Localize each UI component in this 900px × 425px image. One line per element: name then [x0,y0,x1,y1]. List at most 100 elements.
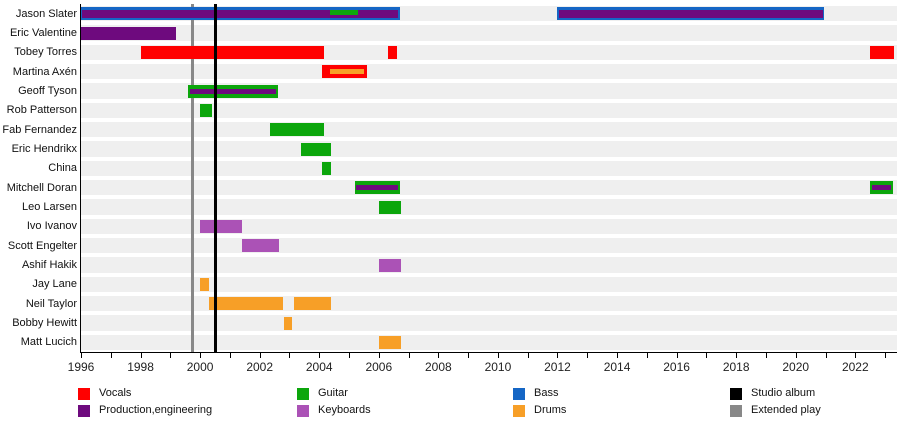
membership-bar-keyboards [200,219,242,233]
x-tick [736,353,738,358]
legend-label-extended_play: Extended play [751,404,821,416]
event-line-studio-album [213,4,217,352]
bar-segment-drums [329,69,364,75]
row-stripe [81,315,897,331]
membership-bar-guitar [354,181,400,195]
x-tick-label: 2004 [305,360,333,374]
x-tick [527,353,529,358]
x-tick [765,353,767,358]
member-name: Martina Axén [12,65,77,78]
member-name: Matt Lucich [20,336,77,349]
membership-bar-vocals [870,45,894,59]
x-tick [468,353,470,358]
membership-bar-guitar [870,181,893,195]
x-tick-label: 2008 [425,360,452,374]
x-tick [140,353,142,358]
row-stripe [81,296,897,312]
bar-segment-guitar [329,10,358,15]
member-name: Mitchell Doran [6,181,77,194]
membership-bar-guitar [378,200,402,214]
legend-swatch-keyboards [297,405,309,417]
legend-label-bass: Bass [534,387,559,399]
membership-bar-keyboards [241,239,280,253]
member-name: Eric Hendrikx [11,143,77,155]
row-stripe [81,334,897,350]
x-tick [795,353,797,358]
membership-bar-guitar [188,84,278,98]
membership-bar-bass [81,7,400,21]
bar-segment-production [356,185,399,191]
row-stripe [81,257,897,273]
x-tick [706,353,708,358]
membership-bar-vocals [387,45,397,59]
row-stripe [81,64,897,80]
x-tick-label: 2010 [484,360,512,374]
legend-label-guitar: Guitar [318,387,348,399]
legend-swatch-drums [513,405,525,417]
row-stripe [81,276,897,292]
legend-swatch-bass [513,388,525,400]
x-tick [81,353,82,358]
bar-segment-production [558,9,823,18]
x-tick-label: 2000 [186,360,214,374]
member-name: Scott Engelter [7,239,77,252]
legend-label-drums: Drums [534,404,567,416]
x-tick [259,353,261,358]
member-name: Leo Larsen [21,201,77,213]
bar-segment-production [82,9,399,18]
x-tick [200,353,202,358]
x-tick-label: 2002 [246,360,274,374]
row-stripe [81,160,897,176]
legend-label-vocals: Vocals [99,387,132,399]
legend-label-keyboards: Keyboards [318,404,371,416]
membership-bar-vocals [140,45,324,59]
x-tick [617,353,619,358]
membership-bar-drums [293,297,332,311]
legend-swatch-vocals [78,388,90,400]
member-name: Jay Lane [32,278,77,291]
x-tick-label: 2018 [722,360,750,374]
row-stripe [81,122,897,138]
membership-bar-guitar [200,103,213,117]
membership-bar-drums [200,277,210,291]
x-tick [676,353,678,358]
x-tick-label: 1998 [127,360,154,374]
y-axis-line [80,4,81,352]
row-stripe [81,180,897,196]
row-stripe [81,83,897,99]
legend-swatch-production [78,405,90,417]
row-stripe [81,238,897,254]
row-stripe [81,141,897,157]
member-name: Tobey Torres [14,46,77,59]
member-name: Geoff Tyson [18,85,77,97]
member-name: China [48,162,77,175]
member-name: Eric Valentine [9,27,77,39]
membership-bar-guitar [301,142,332,156]
membership-bar-guitar [322,161,332,175]
member-name: Ivo Ivanov [26,220,77,233]
membership-bar-drums [209,297,284,311]
legend-swatch-studio_album [730,388,742,400]
membership-bar-production [81,26,177,40]
x-tick [378,353,380,358]
member-name: Fab Fernandez [2,123,77,136]
x-tick-label: 2022 [841,360,869,374]
legend-swatch-extended_play [730,405,742,417]
member-name: Rob Patterson [6,104,77,117]
x-axis-line [80,352,897,353]
membership-bar-vocals [322,65,367,79]
x-tick-label: 1996 [67,360,95,374]
x-tick-label: 2012 [544,360,571,374]
member-name: Ashif Hakik [21,259,77,271]
x-tick [289,353,291,358]
x-tick-label: 2016 [663,360,690,374]
membership-bar-drums [283,316,293,330]
bar-segment-production [189,88,277,94]
x-tick-label: 2020 [782,360,810,374]
membership-bar-guitar [270,123,324,137]
x-tick [349,353,351,358]
membership-bar-bass [557,7,825,21]
x-tick [110,353,112,358]
x-tick [438,353,440,358]
